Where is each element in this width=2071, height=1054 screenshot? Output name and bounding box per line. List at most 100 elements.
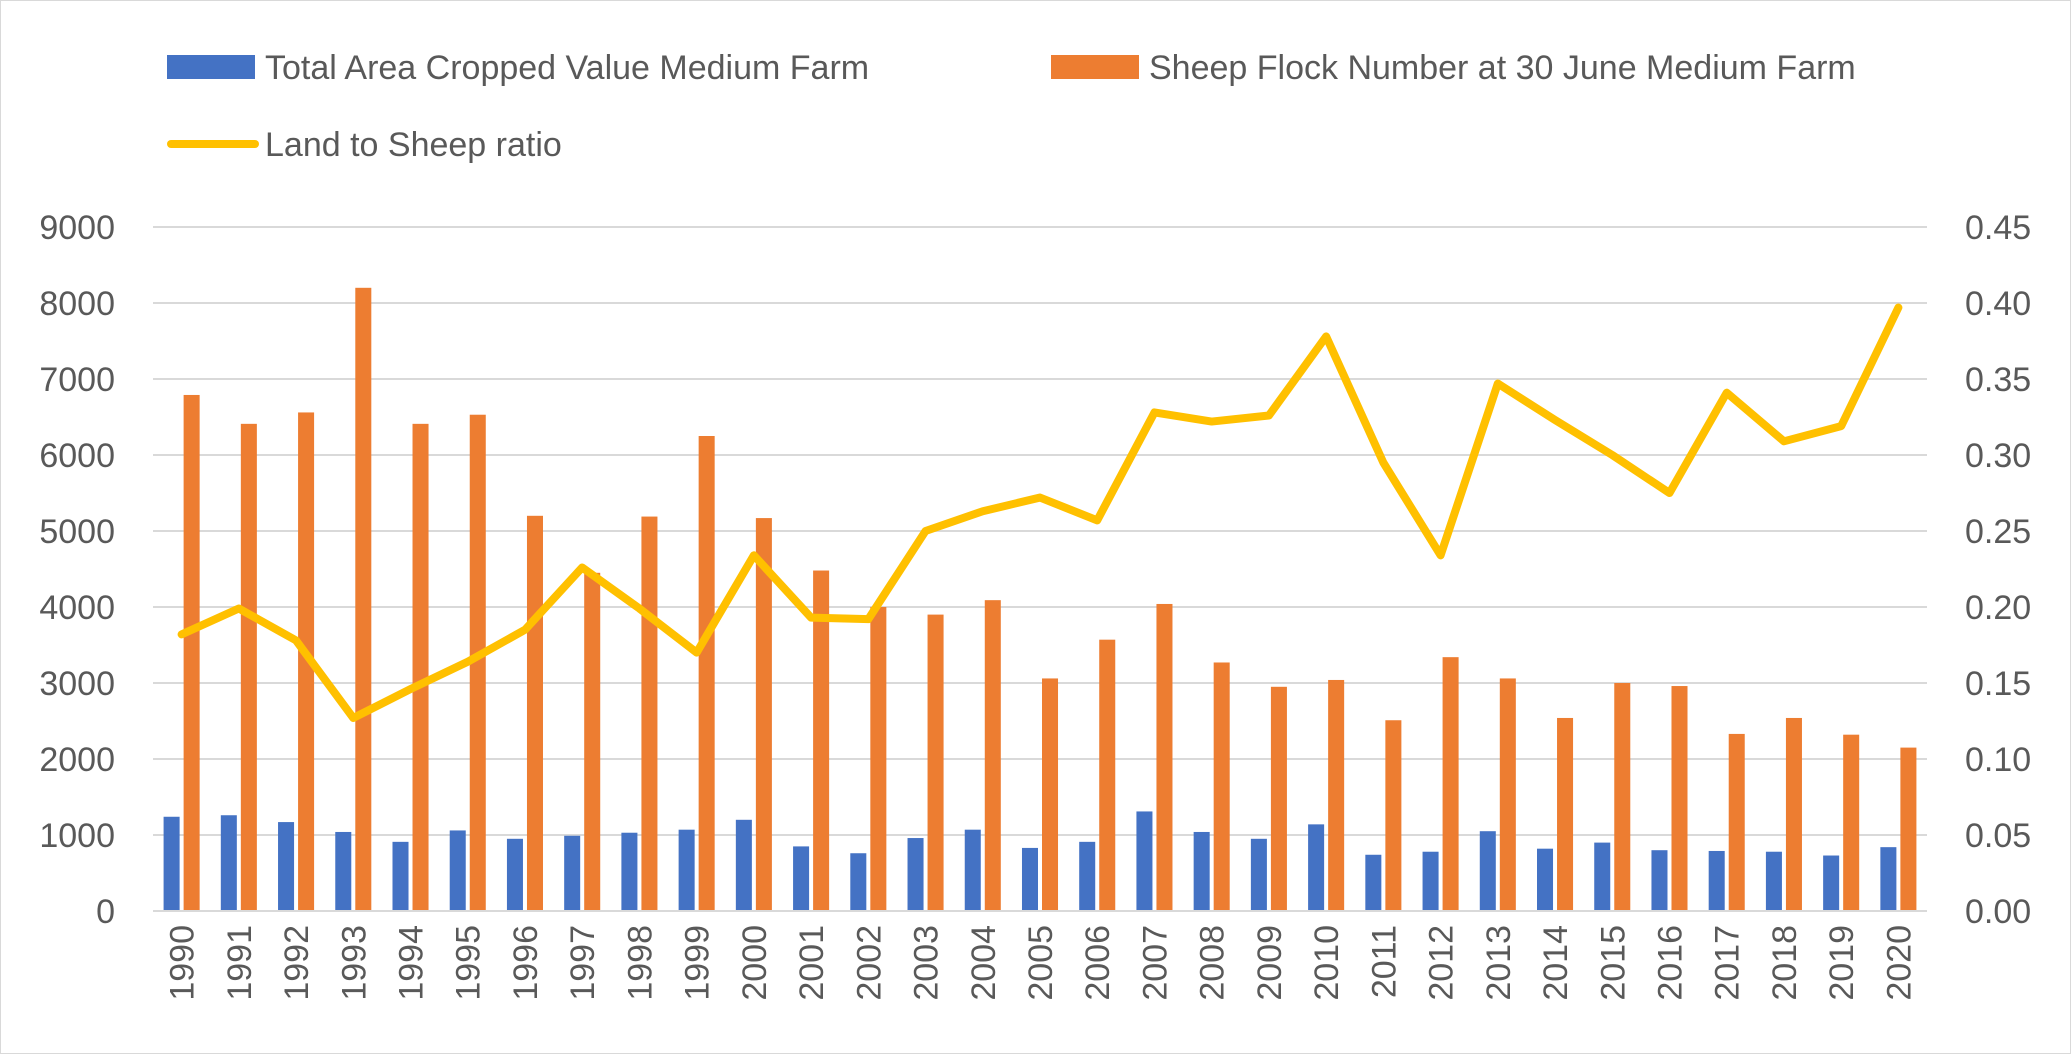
x-tick-label: 2011 bbox=[1365, 925, 1403, 998]
bar-sheep-flock bbox=[298, 412, 315, 911]
y-left-tick-label: 8000 bbox=[39, 285, 115, 323]
x-tick-label: 1995 bbox=[450, 925, 488, 1001]
y-right-tick-label: 0.05 bbox=[1965, 817, 2031, 855]
y-right-tick-label: 0.40 bbox=[1965, 285, 2031, 323]
x-tick-label: 2004 bbox=[965, 925, 1003, 1001]
bar-area-cropped bbox=[278, 822, 295, 911]
bar-area-cropped bbox=[1021, 847, 1038, 911]
bar-sheep-flock bbox=[698, 436, 715, 911]
bar-sheep-flock bbox=[870, 607, 887, 911]
bar-area-cropped bbox=[964, 829, 981, 911]
legend: Total Area Cropped Value Medium Farm Shee… bbox=[167, 49, 1856, 164]
bars bbox=[163, 287, 1917, 912]
bar-sheep-flock bbox=[1557, 717, 1574, 911]
bar-area-cropped bbox=[220, 815, 237, 911]
x-tick-label: 2009 bbox=[1251, 925, 1289, 1001]
x-tick-label: 1996 bbox=[507, 925, 545, 1001]
bar-area-cropped bbox=[907, 838, 924, 911]
bar-area-cropped bbox=[1765, 851, 1782, 911]
bar-sheep-flock bbox=[1785, 717, 1802, 911]
bar-sheep-flock bbox=[1385, 720, 1402, 911]
x-tick-label: 2008 bbox=[1194, 925, 1232, 1001]
bar-sheep-flock bbox=[355, 287, 372, 911]
x-tick-label: 1992 bbox=[278, 925, 316, 1001]
bar-sheep-flock bbox=[641, 516, 658, 911]
x-tick-label: 2020 bbox=[1880, 925, 1918, 1001]
bar-sheep-flock bbox=[813, 570, 830, 911]
bar-area-cropped bbox=[1250, 838, 1267, 911]
bar-area-cropped bbox=[163, 816, 180, 911]
bar-area-cropped bbox=[1193, 831, 1210, 911]
legend-item: Total Area Cropped Value Medium Farm bbox=[167, 49, 869, 87]
legend-item: Land to Sheep ratio bbox=[167, 126, 562, 164]
bar-sheep-flock bbox=[584, 572, 601, 911]
legend-label: Sheep Flock Number at 30 June Medium Far… bbox=[1149, 49, 1856, 87]
x-tick-label: 1999 bbox=[679, 925, 717, 1001]
y-right-tick-label: 0.15 bbox=[1965, 665, 2031, 703]
y-left-tick-label: 1000 bbox=[39, 817, 115, 855]
bar-area-cropped bbox=[678, 829, 695, 911]
bar-area-cropped bbox=[564, 835, 581, 911]
y-right-tick-label: 0.10 bbox=[1965, 741, 2031, 779]
bar-area-cropped bbox=[793, 846, 810, 911]
bar-area-cropped bbox=[1823, 855, 1840, 911]
x-tick-label: 2007 bbox=[1136, 925, 1174, 1001]
bar-area-cropped bbox=[449, 830, 466, 911]
x-tick-label: 1993 bbox=[335, 925, 373, 1001]
x-tick-label: 2016 bbox=[1651, 925, 1689, 1001]
y-left-tick-label: 5000 bbox=[39, 513, 115, 551]
bar-sheep-flock bbox=[526, 515, 543, 911]
x-tick-label: 2017 bbox=[1709, 925, 1747, 1001]
bar-area-cropped bbox=[1079, 841, 1096, 911]
bar-area-cropped bbox=[621, 832, 638, 911]
bar-sheep-flock bbox=[927, 614, 944, 911]
x-tick-label: 1994 bbox=[393, 925, 431, 1001]
y-right-tick-label: 0.30 bbox=[1965, 437, 2031, 475]
x-tick-label: 2002 bbox=[850, 925, 888, 1001]
x-tick-label: 1990 bbox=[164, 925, 202, 1001]
bar-sheep-flock bbox=[1270, 686, 1287, 911]
bar-sheep-flock bbox=[1328, 679, 1345, 911]
bar-area-cropped bbox=[850, 853, 867, 911]
gridlines bbox=[153, 226, 1927, 912]
legend-item: Sheep Flock Number at 30 June Medium Far… bbox=[1051, 49, 1856, 87]
y-right-tick-label: 0.25 bbox=[1965, 513, 2031, 551]
bar-area-cropped bbox=[1136, 811, 1153, 911]
bar-area-cropped bbox=[1479, 831, 1496, 911]
bar-sheep-flock bbox=[183, 394, 200, 912]
bar-area-cropped bbox=[1651, 850, 1668, 911]
bar-sheep-flock bbox=[1671, 686, 1688, 911]
x-tick-label: 2005 bbox=[1022, 925, 1060, 1001]
bar-sheep-flock bbox=[412, 423, 429, 911]
bar-series bbox=[183, 287, 1917, 912]
bar-area-cropped bbox=[1308, 824, 1325, 911]
x-tick-label: 2019 bbox=[1823, 925, 1861, 1001]
x-tick-label: 2018 bbox=[1766, 925, 1804, 1001]
x-tick-label: 2010 bbox=[1308, 925, 1346, 1001]
y-left-tick-label: 4000 bbox=[39, 589, 115, 627]
x-tick-label: 2001 bbox=[793, 925, 831, 1001]
legend-swatch bbox=[167, 55, 255, 79]
x-tick-label: 2015 bbox=[1594, 925, 1632, 1001]
ratio-line-layer bbox=[177, 303, 1903, 722]
bar-sheep-flock bbox=[1728, 733, 1745, 911]
x-tick-label: 2013 bbox=[1480, 925, 1518, 1001]
bar-sheep-flock bbox=[1042, 678, 1059, 911]
legend-label: Land to Sheep ratio bbox=[265, 126, 562, 164]
bar-area-cropped bbox=[735, 819, 752, 911]
x-tick-label: 2000 bbox=[736, 925, 774, 1001]
y-left-tick-label: 9000 bbox=[39, 209, 115, 247]
y-left-tick-label: 7000 bbox=[39, 361, 115, 399]
bar-series bbox=[163, 811, 1897, 911]
y-left-tick-label: 2000 bbox=[39, 741, 115, 779]
y-right-tick-label: 0.45 bbox=[1965, 209, 2031, 247]
legend-label: Total Area Cropped Value Medium Farm bbox=[265, 49, 869, 87]
bar-area-cropped bbox=[335, 831, 352, 911]
axes: 0 1000 2000 3000 4000 5000 6000 7000 8000 9000 0.0… bbox=[39, 209, 2031, 1001]
bar-sheep-flock bbox=[469, 414, 486, 911]
x-tick-label: 2014 bbox=[1537, 925, 1575, 1001]
line-land-to-sheep-ratio bbox=[177, 303, 1903, 722]
bar-sheep-flock bbox=[1213, 662, 1230, 911]
